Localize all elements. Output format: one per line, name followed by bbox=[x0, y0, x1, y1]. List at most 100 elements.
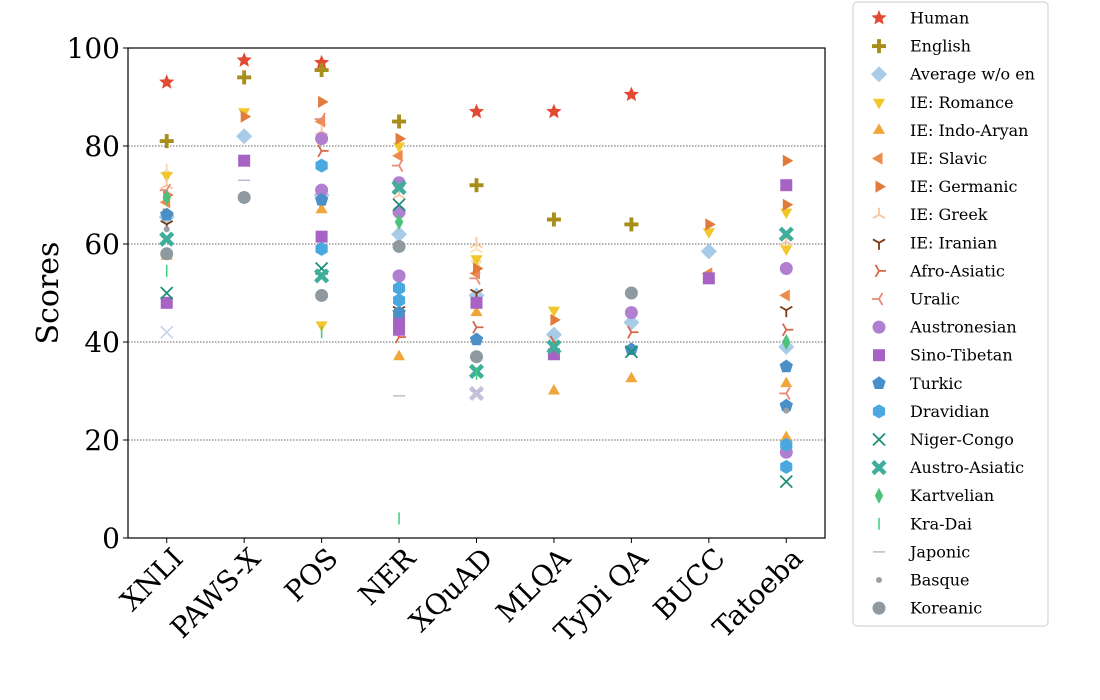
legend-entry: Austronesian bbox=[909, 318, 1017, 337]
legend-marker bbox=[872, 292, 884, 306]
data-point-uralic bbox=[469, 271, 481, 285]
legend-marker bbox=[871, 460, 887, 476]
legend-entry: Kartvelian bbox=[910, 486, 994, 505]
data-point-austronesian bbox=[392, 269, 406, 283]
data-point-koreanic bbox=[470, 350, 483, 364]
data-point-human bbox=[468, 103, 485, 119]
data-point-dravidian bbox=[315, 241, 328, 256]
legend-marker bbox=[872, 404, 886, 419]
legend-entry: Austro-Asiatic bbox=[909, 458, 1024, 477]
data-point-dravidian bbox=[315, 158, 328, 173]
data-point-afro-asiatic bbox=[472, 320, 484, 334]
legend-entry: IE: Germanic bbox=[910, 177, 1018, 196]
data-point-kartvelian bbox=[162, 189, 171, 206]
data-marks bbox=[158, 52, 795, 525]
legend-entry: Dravidian bbox=[910, 402, 989, 421]
data-point-english bbox=[392, 114, 407, 129]
legend-marker bbox=[875, 180, 886, 193]
data-point-ie-germanic bbox=[550, 313, 561, 326]
data-point-ie-indo-aryan bbox=[470, 305, 483, 317]
data-point-ie-romance bbox=[160, 171, 173, 183]
data-point-turkic bbox=[160, 207, 174, 221]
data-point-english bbox=[546, 212, 561, 227]
legend-entry: Koreanic bbox=[910, 599, 982, 618]
data-point-ie-indo-aryan bbox=[780, 430, 793, 442]
data-point-ie-slavic bbox=[779, 289, 790, 302]
data-point-ie-romance bbox=[780, 245, 793, 256]
y-axis-label: Scores bbox=[31, 242, 66, 345]
data-point-uralic bbox=[314, 112, 326, 126]
x-tick-label: XQuAD bbox=[403, 542, 500, 639]
y-tick-label: 0 bbox=[102, 522, 120, 555]
legend-entry: IE: Greek bbox=[910, 205, 988, 224]
data-point-niger-congo bbox=[779, 475, 793, 489]
data-point-turkic bbox=[779, 398, 793, 412]
data-point-ie-indo-aryan bbox=[780, 376, 793, 388]
legend-marker bbox=[873, 349, 885, 362]
data-point-human bbox=[236, 52, 252, 67]
data-point-average-w-o-en bbox=[623, 314, 640, 331]
legend-entry: Kra-Dai bbox=[910, 514, 972, 533]
data-point-sino-tibetan bbox=[780, 179, 793, 192]
data-point-average-w-o-en bbox=[700, 243, 717, 260]
data-point-ie-romance bbox=[547, 306, 560, 318]
data-point-sino-tibetan bbox=[160, 296, 173, 309]
data-point-kartvelian bbox=[394, 213, 404, 230]
data-point-sino-tibetan bbox=[238, 154, 251, 167]
data-point-uralic bbox=[779, 386, 791, 400]
data-point-average-w-o-en bbox=[391, 226, 408, 243]
data-point-austro-asiatic bbox=[778, 226, 794, 242]
data-point-koreanic bbox=[392, 239, 406, 253]
data-point-ie-romance bbox=[393, 142, 406, 153]
data-point-dravidian bbox=[780, 459, 793, 474]
data-point-ie-germanic bbox=[473, 262, 484, 275]
data-point-english bbox=[469, 178, 484, 193]
legend-marker bbox=[874, 487, 884, 504]
data-point-human bbox=[314, 54, 330, 70]
legend-marker bbox=[871, 66, 887, 83]
y-axis: 0 20 40 60 80 100 bbox=[67, 32, 128, 555]
y-tick-label: 40 bbox=[84, 326, 120, 359]
data-point-austronesian bbox=[624, 306, 638, 320]
data-point-human bbox=[546, 103, 562, 119]
data-point-ie-germanic bbox=[782, 154, 794, 167]
data-point-koreanic bbox=[624, 286, 638, 300]
legend-entry: IE: Romance bbox=[910, 93, 1014, 112]
data-point-sino-tibetan bbox=[702, 272, 715, 285]
data-point-ie-germanic bbox=[318, 95, 329, 108]
data-point-ie-romance bbox=[780, 208, 793, 220]
legend-entry: Japonic bbox=[908, 542, 970, 561]
data-point-basque bbox=[783, 407, 790, 414]
y-tick-label: 20 bbox=[84, 424, 120, 457]
data-point-ie-indo-aryan bbox=[625, 371, 638, 383]
data-point-ie-slavic bbox=[392, 149, 403, 162]
data-point-koreanic bbox=[160, 247, 174, 261]
legend-box bbox=[852, 1, 1049, 627]
legend-entry: Basque bbox=[910, 571, 970, 590]
data-point-english bbox=[314, 63, 329, 78]
legend: Human English Average w/o en IE: Romance IE:… bbox=[852, 1, 1049, 627]
data-point-niger-congo bbox=[160, 286, 174, 300]
data-point-english bbox=[237, 70, 252, 85]
legend-marker bbox=[876, 577, 882, 583]
legend-entry: Turkic bbox=[910, 374, 962, 393]
data-point-austro-asiatic bbox=[159, 231, 175, 247]
legend-marker bbox=[874, 264, 886, 278]
data-point-human bbox=[159, 74, 175, 89]
data-point-ie-germanic bbox=[395, 132, 407, 145]
data-point-austro-asiatic bbox=[391, 180, 407, 196]
data-point-turkic bbox=[624, 342, 638, 355]
legend-entry: Niger-Congo bbox=[910, 430, 1014, 449]
data-point-dravidian bbox=[780, 437, 793, 452]
legend-marker bbox=[872, 98, 886, 110]
data-point-ie-germanic bbox=[240, 110, 252, 123]
legend-entry: Afro-Asiatic bbox=[909, 261, 1005, 280]
data-point-turkic bbox=[392, 305, 406, 319]
legend-marker bbox=[872, 39, 886, 54]
data-point-turkic bbox=[315, 192, 329, 206]
data-point-turkic bbox=[469, 332, 484, 346]
data-point-austronesian bbox=[315, 132, 329, 146]
data-point bbox=[468, 385, 485, 402]
legend-marker bbox=[872, 601, 886, 615]
